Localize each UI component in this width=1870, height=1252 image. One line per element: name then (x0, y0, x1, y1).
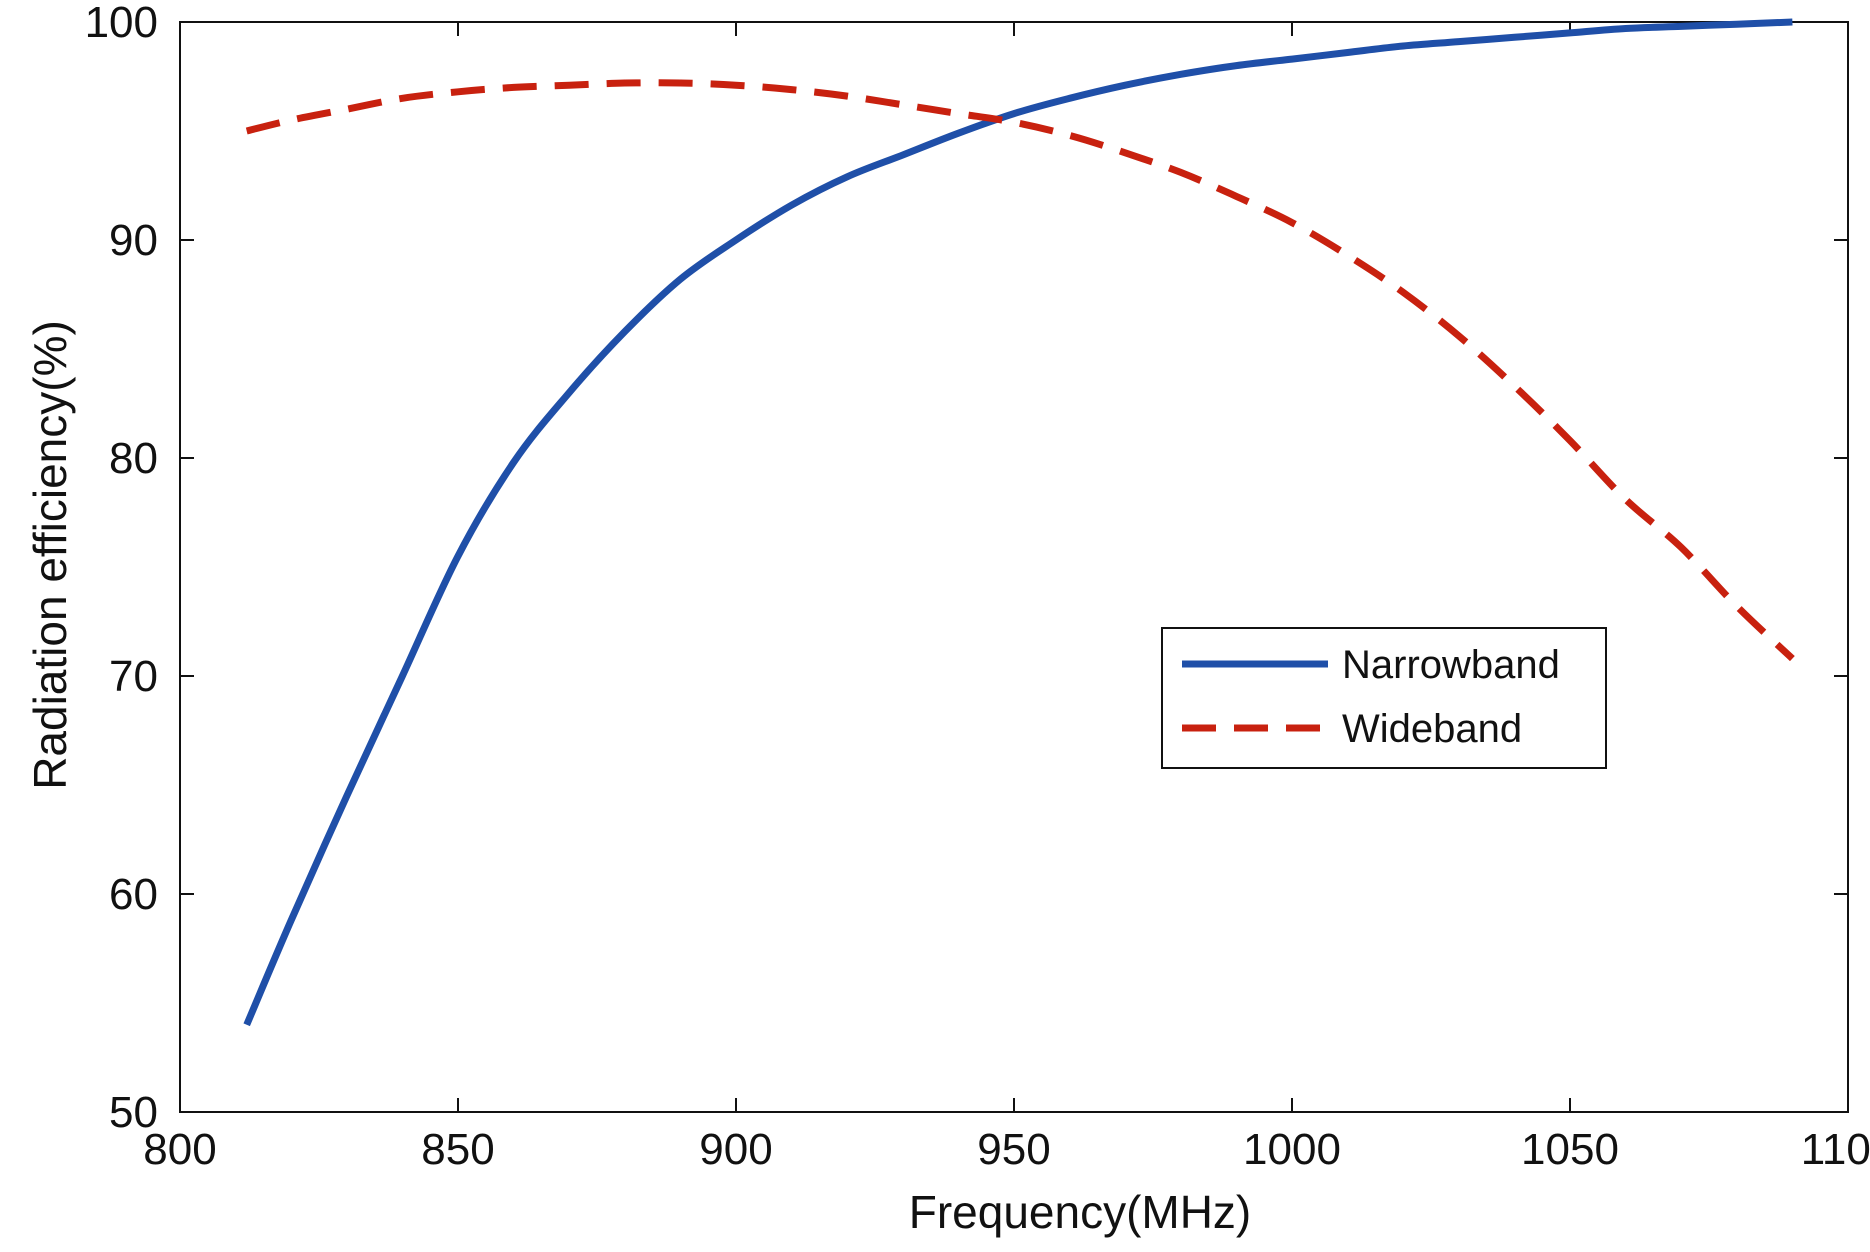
axis-ticks (179, 21, 1849, 1113)
legend: Narrowband Wideband (1161, 627, 1607, 769)
legend-box (1161, 627, 1607, 769)
y-tick-label-60: 60 (109, 870, 158, 919)
series-line-narrowband (243, 18, 1793, 1027)
y-tick-label-100: 100 (85, 0, 158, 47)
x-tick-label-1050: 1050 (1521, 1125, 1619, 1174)
y-axis-label: Radiation efficiency(%) (24, 320, 76, 790)
y-tick-label-80: 80 (109, 434, 158, 483)
plot-frame (179, 21, 1849, 1113)
x-axis-label: Frequency(MHz) (909, 1186, 1252, 1238)
y-tick-label-70: 70 (109, 652, 158, 701)
x-tick-label-800: 800 (143, 1125, 216, 1174)
plot-area (179, 21, 1849, 1113)
x-tick-label-1000: 1000 (1243, 1125, 1341, 1174)
y-tick-label-90: 90 (109, 216, 158, 265)
x-tick-label-900: 900 (699, 1125, 772, 1174)
x-tick-label-1100: 1100 (1801, 1125, 1870, 1174)
x-tick-label-950: 950 (977, 1125, 1050, 1174)
series-line-wideband (245, 79, 1795, 662)
y-tick-label-50: 50 (109, 1088, 158, 1137)
y-tick-labels: 50 60 70 80 90 100 (85, 0, 158, 1137)
legend-label-narrowband: Narrowband (1342, 643, 1560, 687)
x-tick-label-850: 850 (421, 1125, 494, 1174)
legend-label-wideband: Wideband (1342, 707, 1522, 751)
x-tick-labels: 800 850 900 950 1000 1050 1100 (143, 1125, 1870, 1174)
series-lines (243, 18, 1795, 1027)
